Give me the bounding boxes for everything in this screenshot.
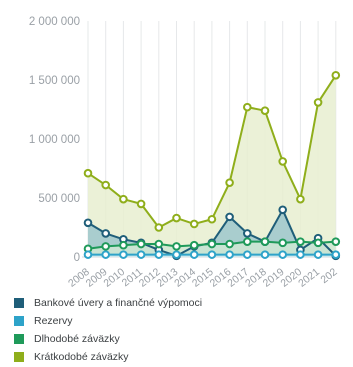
legend-swatch [14,334,24,344]
area-Krátkodobé záväzky [88,75,336,257]
legend-item-bank-loans[interactable]: Bankové úvery a finančné výpomoci [14,294,202,312]
legend-item-long-term-liabilities[interactable]: Dlhodobé záväzky [14,330,202,348]
data-point [83,218,93,228]
data-point [119,240,128,250]
data-point [101,180,110,190]
data-point [243,237,252,246]
data-point [260,237,270,246]
x-tick-label: 202 [318,266,339,286]
legend-label: Rezervy [34,315,73,327]
data-point [331,237,341,246]
data-point [207,214,217,224]
legend-label: Bankové úvery a finančné výpomoci [34,297,203,309]
data-point [189,240,199,250]
legend: Bankové úvery a finančné výpomoci Rezerv… [14,294,202,366]
data-point [189,250,199,259]
legend-item-short-term-liabilities[interactable]: Krátkodobé záväzky [14,348,202,366]
area-chart: 0 500 000 1 000 000 1 500 000 2 000 000 2008… [29,16,341,290]
legend-swatch [14,352,24,362]
data-point [189,219,199,229]
legend-label: Krátkodobé záväzky [34,351,129,363]
data-point [313,238,323,248]
data-point [296,194,305,204]
data-point [119,250,128,259]
data-point [154,250,164,259]
y-tick-label: 0 [74,252,80,264]
data-point [136,239,146,249]
data-point [172,213,181,223]
data-point [313,98,323,107]
data-point [243,229,252,238]
data-point [83,250,93,259]
y-tick-label: 1 500 000 [29,75,80,87]
data-point [154,239,164,249]
data-point [225,239,234,249]
series-points [83,70,341,261]
x-axis: 2008200920102011201220132014201520162017… [66,266,340,290]
data-point [207,239,217,249]
data-point [225,212,234,222]
data-point [296,237,305,246]
data-point [101,242,110,251]
data-point [136,250,146,259]
legend-swatch [14,316,24,326]
data-point [278,250,288,259]
legend-label: Dlhodobé záväzky [34,333,120,345]
data-point [225,178,234,187]
data-point [243,250,252,259]
data-point [278,205,288,215]
data-point [331,70,341,80]
legend-swatch [14,298,24,308]
y-axis: 0 500 000 1 000 000 1 500 000 2 000 000 [29,16,80,264]
legend-item-reserves[interactable]: Rezervy [14,312,202,330]
y-tick-label: 1 000 000 [29,134,80,146]
data-point [207,250,217,259]
y-tick-label: 500 000 [38,193,80,205]
data-point [260,250,270,259]
data-point [154,223,164,232]
data-point [313,250,323,259]
data-point [136,199,146,209]
data-point [278,157,288,166]
data-point [260,106,270,115]
y-tick-label: 2 000 000 [29,16,80,28]
data-point [119,194,128,204]
data-point [172,250,181,259]
data-point [225,250,234,259]
data-point [278,238,288,248]
data-point [331,250,341,259]
data-point [101,229,110,238]
data-point [172,242,181,251]
data-point [296,250,305,259]
data-point [243,102,252,112]
data-point [83,168,93,178]
data-point [101,250,110,259]
